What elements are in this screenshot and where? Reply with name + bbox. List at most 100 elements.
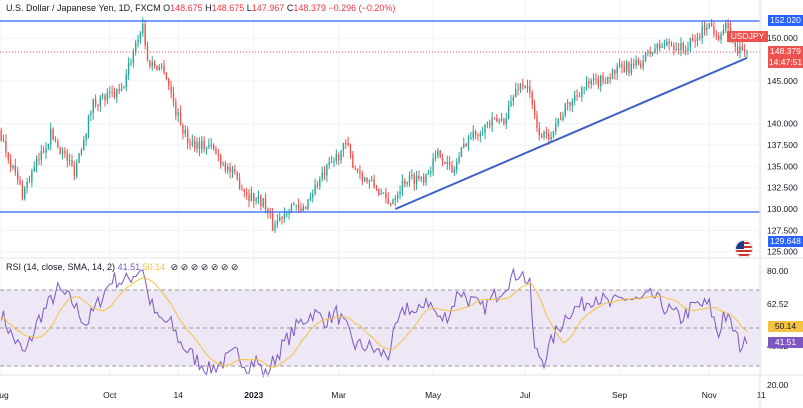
candle-body: [460, 147, 463, 157]
candle-body: [441, 157, 444, 162]
candle-body: [668, 41, 670, 44]
candle-body: [701, 25, 703, 39]
candle-body: [132, 52, 135, 63]
candle-body: [651, 52, 654, 54]
candle-body: [217, 154, 220, 156]
candle-body: [215, 149, 217, 155]
candle-body: [710, 23, 713, 27]
candle-body: [604, 81, 607, 84]
symbol-title[interactable]: U.S. Dollar / Japanese Yen, 1D, FXCM: [6, 3, 161, 13]
candle-body: [401, 180, 404, 192]
price-tick-label: 145.000: [767, 76, 798, 86]
rsi-indicator-label[interactable]: RSI (14, close, SMA, 14, 2): [6, 262, 116, 272]
rsi-visibility-icons[interactable]: ⊘ ⊘ ⊘ ⊘ ⊘ ⊘ ⊘: [170, 262, 239, 272]
candle-body: [5, 140, 7, 153]
candle-body: [741, 46, 744, 50]
candle-body: [191, 141, 194, 146]
candle-body: [687, 47, 689, 51]
candle-body: [35, 158, 38, 167]
top-line-price-tag: 152.020: [768, 15, 803, 26]
candle-body: [743, 49, 746, 53]
rsi-value-tag: 41.51: [768, 337, 803, 348]
candle-body: [470, 137, 472, 140]
candles-series: [0, 17, 748, 234]
us-flag-icon[interactable]: [735, 240, 753, 258]
candle-body: [543, 131, 545, 138]
candle-body: [260, 195, 262, 207]
candle-body: [156, 66, 158, 71]
rsi-line: [0, 267, 748, 379]
candle-body: [337, 154, 340, 161]
candle-body: [359, 170, 361, 174]
candle-body: [116, 89, 118, 98]
candle-body: [160, 65, 163, 67]
time-axis-label: Sep: [612, 390, 627, 400]
candle-body: [179, 112, 182, 126]
symbol-tag: USDJPY: [727, 31, 768, 42]
candle-body: [144, 23, 146, 46]
candle-body: [153, 62, 156, 67]
candle-body: [616, 66, 618, 74]
candle-body: [224, 163, 227, 171]
low-value: 147.967: [251, 3, 285, 13]
high-value: 148.675: [211, 3, 245, 13]
candle-body: [505, 119, 507, 124]
candle-body: [722, 29, 725, 35]
candle-body: [467, 139, 470, 147]
candle-body: [708, 23, 710, 29]
candle-body: [413, 174, 415, 185]
candle-body: [498, 119, 500, 122]
candle-body: [392, 199, 394, 205]
candle-body: [50, 128, 52, 145]
candle-body: [382, 192, 385, 194]
candle-body: [618, 64, 621, 67]
time-axis-label: 11: [757, 390, 766, 400]
candle-body: [739, 46, 741, 54]
candle-body: [139, 32, 142, 40]
candle-body: [675, 48, 677, 51]
candle-body: [300, 208, 302, 212]
candle-body: [184, 129, 186, 134]
candle-body: [94, 98, 97, 105]
candle-body: [340, 150, 342, 161]
candle-body: [654, 48, 656, 53]
candle-body: [127, 63, 130, 75]
candle-body: [479, 134, 482, 136]
rsi-sma-line: [0, 277, 748, 368]
candle-body: [54, 140, 57, 142]
candle-body: [524, 85, 526, 89]
candle-body: [2, 140, 5, 142]
candle-body: [312, 194, 314, 198]
candle-body: [465, 144, 467, 147]
candle-body: [262, 198, 264, 207]
candle-body: [474, 130, 477, 135]
candle-body: [85, 133, 87, 141]
candle-body: [446, 162, 448, 164]
candle-body: [588, 81, 590, 85]
candle-body: [335, 154, 338, 161]
candle-body: [555, 124, 557, 132]
candle-body: [142, 23, 144, 33]
time-axis-label: Jul: [520, 390, 531, 400]
candle-body: [725, 23, 727, 30]
candle-body: [354, 167, 356, 169]
candle-body: [692, 38, 694, 40]
candle-body: [196, 142, 198, 149]
candle-body: [307, 199, 309, 209]
candle-body: [418, 175, 420, 179]
candle-body: [597, 78, 600, 87]
candle-body: [14, 165, 17, 173]
candle-body: [7, 152, 9, 160]
candle-body: [399, 191, 401, 195]
candle-body: [602, 75, 604, 82]
candle-body: [463, 144, 465, 148]
candle-body: [269, 212, 271, 214]
candle-body: [427, 173, 430, 175]
candle-body: [430, 171, 432, 174]
candle-body: [371, 179, 373, 181]
candle-body: [80, 149, 83, 154]
candle-body: [595, 78, 597, 80]
candle-body: [12, 165, 14, 168]
candle-body: [26, 182, 28, 188]
